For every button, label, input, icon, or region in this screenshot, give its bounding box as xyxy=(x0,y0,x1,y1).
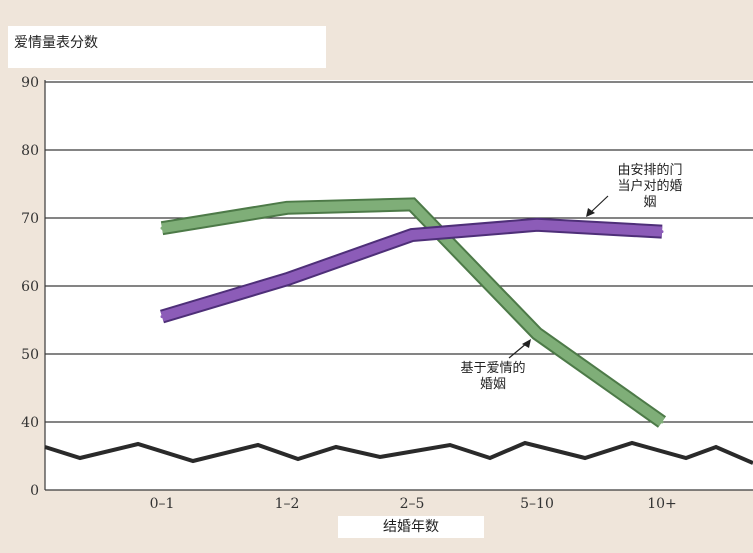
data-point xyxy=(410,233,414,237)
annotation-arranged-line: 当户对的婚 xyxy=(617,178,682,194)
series-2 xyxy=(159,217,664,324)
annotation-arranged-line: 由安排的门 xyxy=(617,162,682,178)
data-point xyxy=(660,230,664,234)
x-tick-label: 1–2 xyxy=(275,496,300,512)
axis-break-zigzag xyxy=(44,440,753,465)
data-point xyxy=(660,420,664,424)
data-point xyxy=(535,223,539,227)
annotation-love-line: 基于爱情的 xyxy=(460,360,525,376)
y-axis-title: 爱情量表分数 xyxy=(8,26,326,68)
series-lines xyxy=(159,197,667,428)
annotation-arrow xyxy=(508,342,528,359)
series-1 xyxy=(160,197,667,428)
y-tick-label: 80 xyxy=(21,143,39,159)
data-point xyxy=(285,206,289,210)
x-tick-label: 0–1 xyxy=(150,496,175,512)
plot-area xyxy=(45,80,753,490)
y-tick-label: 60 xyxy=(21,279,39,295)
data-point xyxy=(285,277,289,281)
x-axis-title: 结婚年数 xyxy=(338,516,484,538)
annotation-arrowhead xyxy=(586,208,595,217)
x-tick-label: 10+ xyxy=(647,496,677,512)
data-point xyxy=(160,226,164,230)
data-point xyxy=(535,332,539,336)
y-tick-label: 50 xyxy=(21,347,39,363)
annotation-arrow xyxy=(589,195,609,214)
annotation-love-line: 婚姻 xyxy=(480,377,506,392)
x-tick-labels: 0–1 1–2 2–5 5–10 10+ xyxy=(150,496,677,512)
x-tick-label: 5–10 xyxy=(520,496,554,512)
y-tick-label: 0 xyxy=(30,483,39,499)
y-tick-label: 90 xyxy=(21,75,39,91)
data-point xyxy=(160,315,164,319)
annotation-arrowhead xyxy=(522,339,531,348)
gridlines xyxy=(44,80,753,491)
y-tick-labels: 0 40 50 60 70 80 90 xyxy=(21,75,39,499)
x-tick-label: 2–5 xyxy=(400,496,425,512)
y-tick-label: 40 xyxy=(21,415,39,431)
annotation-arranged-line: 姻 xyxy=(643,195,656,210)
data-point xyxy=(410,202,414,206)
y-tick-label: 70 xyxy=(21,211,39,227)
